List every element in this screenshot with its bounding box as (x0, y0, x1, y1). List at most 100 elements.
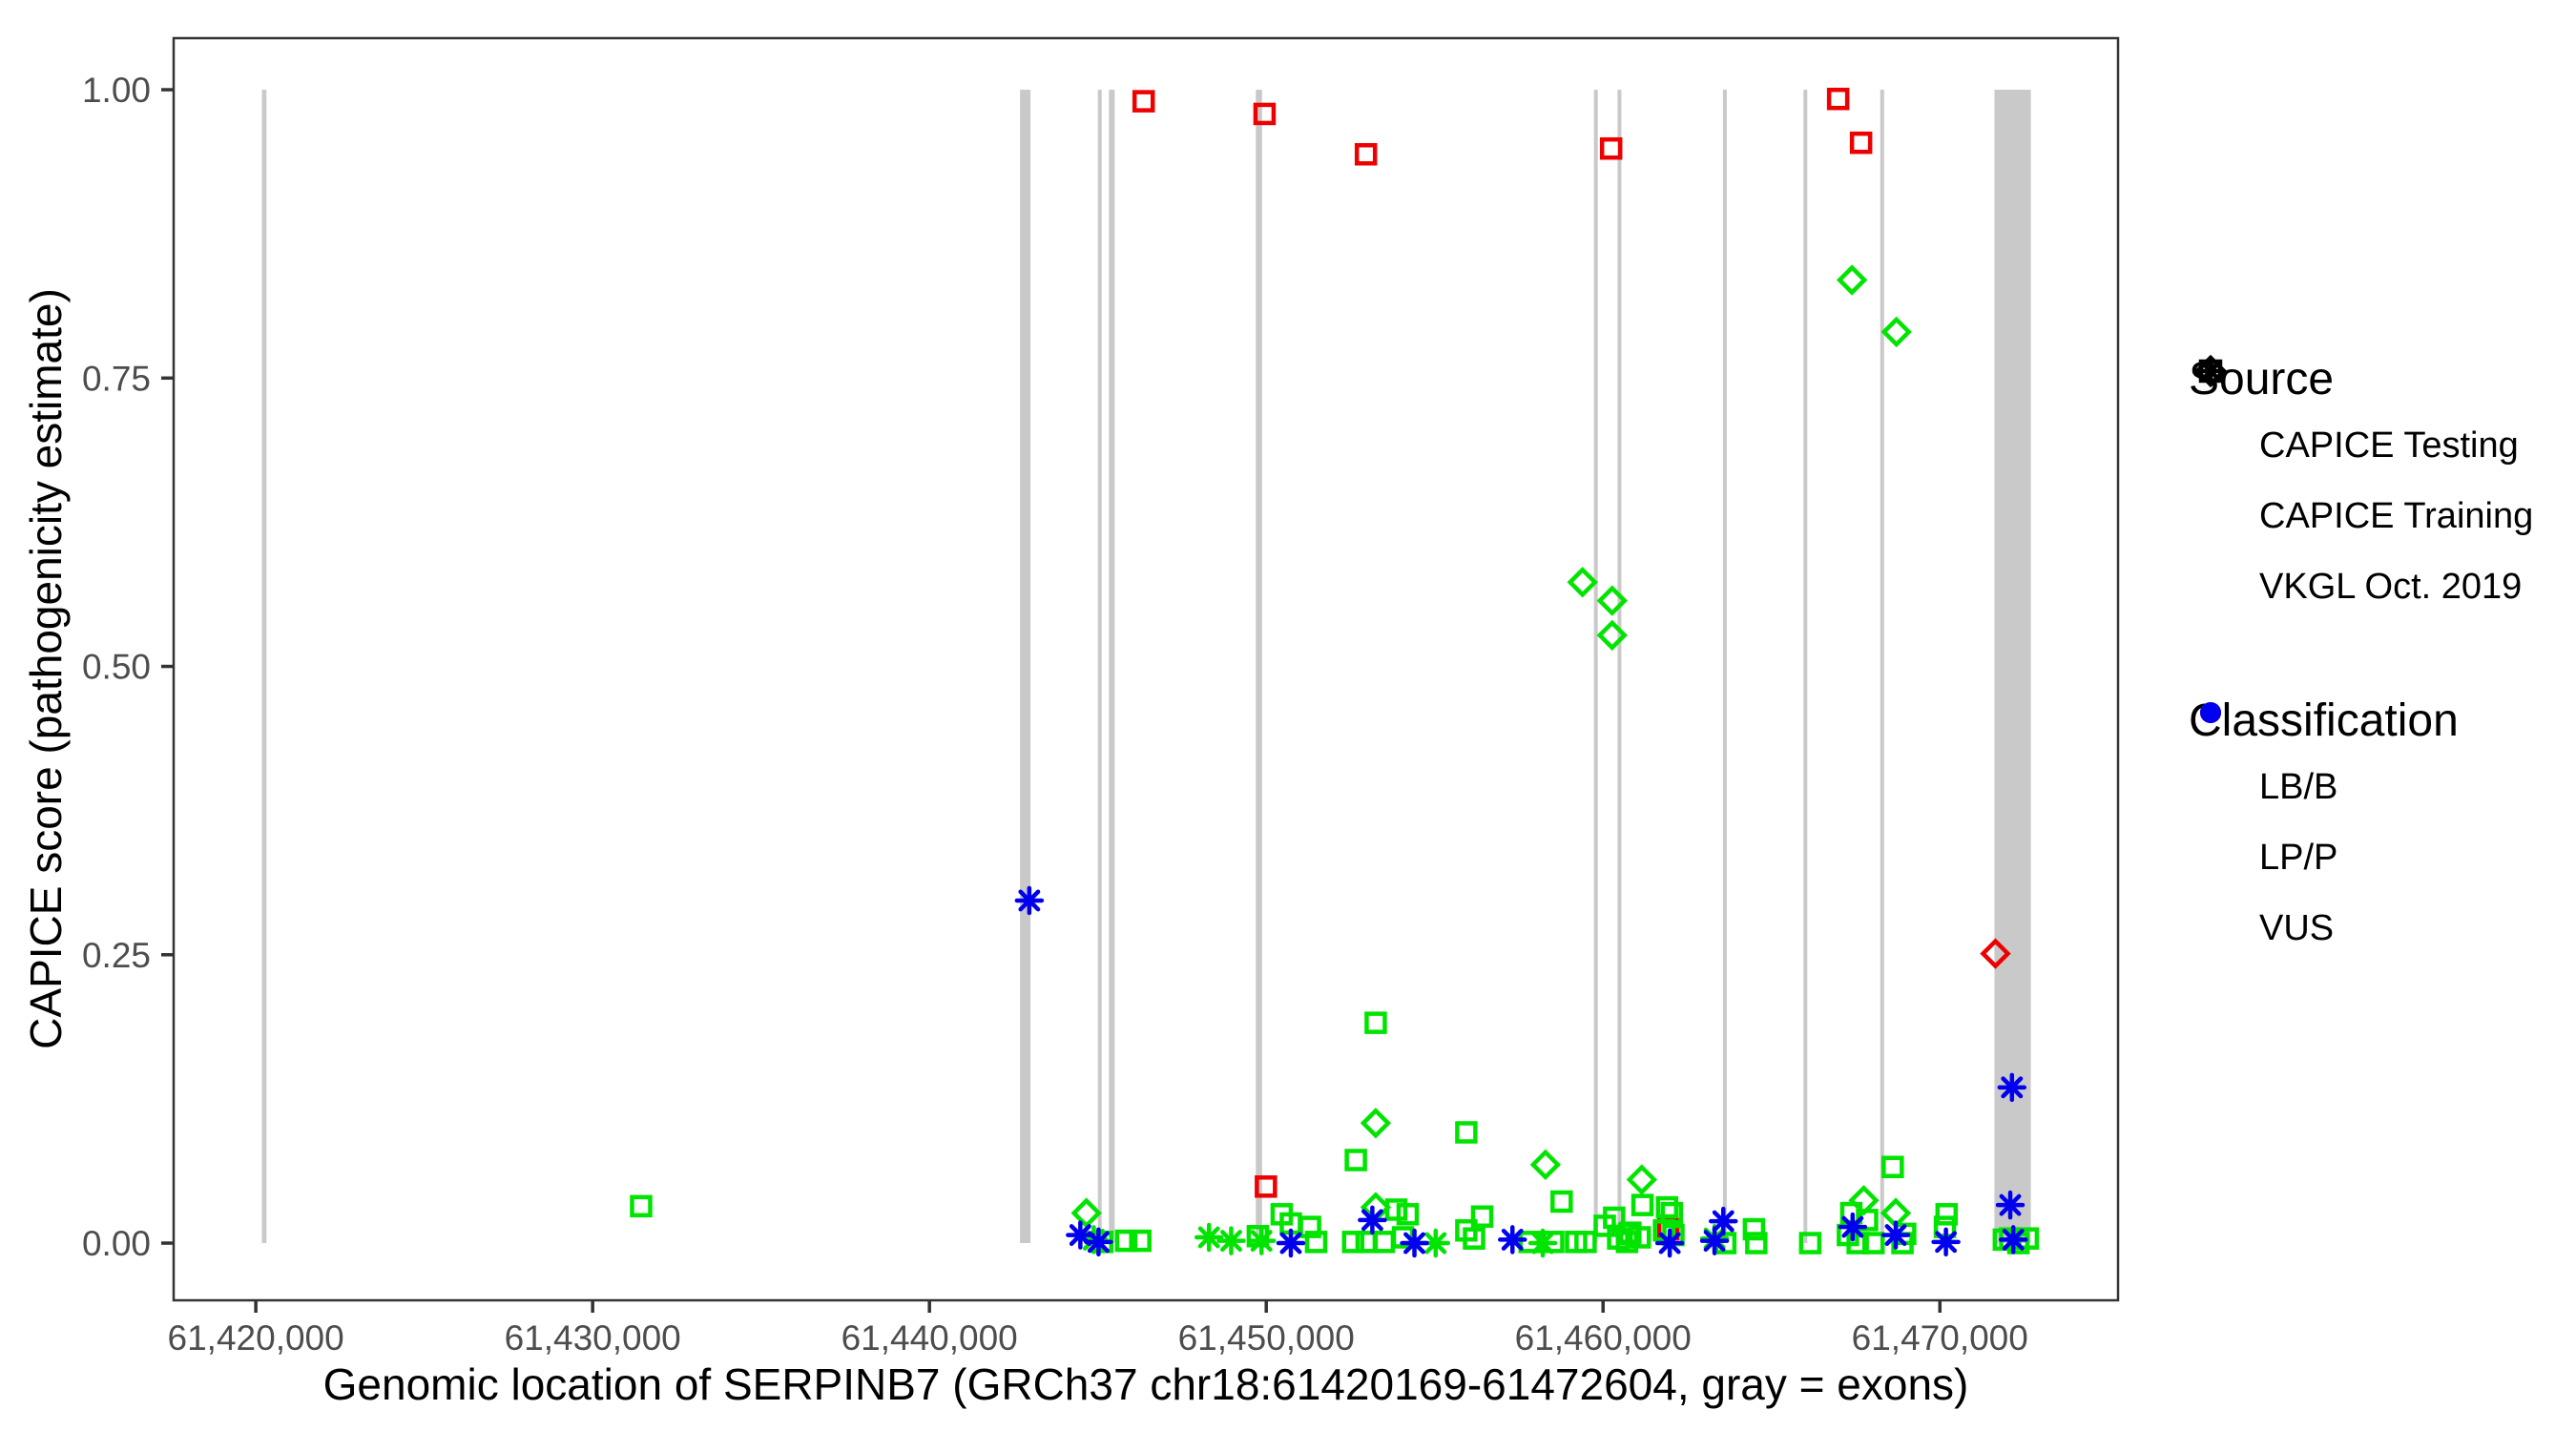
square-icon (2189, 359, 2233, 538)
data-point-square (1455, 1121, 1478, 1144)
series-asterisk (1014, 885, 2028, 1258)
legend-item-capice-training: CAPICE Training (2189, 359, 2533, 551)
exon-bar (1097, 90, 1102, 1244)
data-point-square (1655, 1195, 1679, 1219)
legend-label: VUS (2259, 907, 2335, 948)
data-point-asterisk (1838, 1212, 1868, 1242)
legend-label: LP/P (2259, 837, 2338, 878)
legend-item-capice-testing: CAPICE Testing (2189, 354, 2533, 481)
data-point-diamond (1836, 264, 1868, 296)
data-point-asterisk (1709, 1206, 1738, 1236)
exon-bar (1994, 90, 2031, 1244)
legend-item-lbb: LB/B (2189, 702, 2459, 822)
asterisk-icon (2189, 355, 2233, 609)
data-point-square (1881, 1155, 1904, 1178)
data-point-asterisk (1194, 1222, 1224, 1253)
data-point-diamond (1880, 316, 1912, 348)
data-point-diamond (1848, 1185, 1880, 1216)
data-point-asterisk (1358, 1205, 1387, 1235)
legend-label: LB/B (2259, 766, 2338, 807)
green-dot-icon (2189, 702, 2233, 809)
y-tick-label: 0.75 (82, 359, 151, 398)
data-point-asterisk (1276, 1228, 1306, 1258)
legend-item-lpp: LP/P (2189, 702, 2459, 893)
exon-bars (261, 90, 2031, 1244)
data-point-square (1364, 1011, 1387, 1034)
data-point-square (1344, 1149, 1367, 1172)
data-point-square (1470, 1205, 1494, 1228)
exon-bar (1617, 90, 1622, 1244)
exon-bar (1722, 90, 1727, 1244)
data-point-asterisk (1247, 1226, 1277, 1255)
y-tick-label: 0.00 (82, 1224, 151, 1263)
exon-bar (1803, 90, 1808, 1244)
x-tick-label: 61,450,000 (1178, 1318, 1355, 1358)
data-point-asterisk (1421, 1228, 1451, 1258)
data-point-square (1132, 90, 1155, 113)
data-point-diamond (1596, 619, 1628, 652)
x-tick-label: 61,470,000 (1852, 1318, 2028, 1358)
panel-background (174, 38, 2118, 1300)
data-point-square (1631, 1193, 1654, 1216)
data-point-square (1826, 87, 1850, 111)
data-point-diamond (1626, 1164, 1658, 1195)
data-point-square (1603, 1206, 1626, 1230)
data-point-asterisk (1699, 1226, 1730, 1255)
data-point-square (1253, 102, 1277, 126)
data-point-square (630, 1194, 653, 1218)
blue-dot-icon (2189, 702, 2233, 950)
x-tick-label: 61,430,000 (505, 1318, 681, 1358)
y-axis: 0.00 0.25 0.50 0.75 1.00 (82, 71, 174, 1263)
data-point-square (1628, 1226, 1652, 1249)
y-tick-label: 1.00 (82, 71, 151, 110)
legend-item-vkgl: VKGL Oct. 2019 (2189, 355, 2533, 622)
data-point-asterisk (1880, 1220, 1911, 1250)
data-point-square (1550, 1190, 1573, 1213)
red-dot-icon (2189, 702, 2233, 880)
data-point-diamond (1070, 1197, 1102, 1229)
data-point-asterisk (1066, 1220, 1095, 1250)
y-axis-title: CAPICE score (pathogenicity estimate) (21, 288, 71, 1049)
exon-bar (1880, 90, 1884, 1244)
data-point-square (1255, 1175, 1278, 1198)
data-point-diamond (1360, 1108, 1392, 1139)
exon-bar (1020, 90, 1031, 1244)
data-point-asterisk (1995, 1190, 2025, 1220)
data-point-square (1599, 136, 1623, 160)
data-point-asterisk (1014, 885, 1045, 916)
data-point-diamond (1567, 567, 1598, 598)
y-tick-label: 0.25 (82, 936, 151, 975)
x-tick-label: 61,420,000 (168, 1318, 344, 1358)
data-point-asterisk (1997, 1072, 2027, 1103)
legend-source: Source CAPICE Testing CAPICE Training (2189, 349, 2533, 622)
data-point-square (1304, 1231, 1328, 1254)
diamond-icon (2189, 354, 2233, 467)
data-point-asterisk (1084, 1227, 1113, 1257)
data-point-square (1114, 1229, 1138, 1253)
exon-bar (1593, 90, 1598, 1244)
data-point-square (1935, 1203, 1959, 1226)
x-axis: 61,420,000 61,430,000 61,440,000 61,450,000… (168, 1300, 2028, 1358)
data-point-square (1463, 1227, 1485, 1250)
panel-border (172, 36, 2120, 1302)
data-point-square (1372, 1231, 1396, 1254)
data-point-asterisk (1931, 1227, 1961, 1257)
data-point-asterisk (1654, 1228, 1685, 1258)
data-point-asterisk (1998, 1225, 2028, 1255)
data-point-square (1574, 1231, 1597, 1254)
data-point-square (1798, 1232, 1822, 1255)
x-axis-title: Genomic location of SERPINB7 (GRCh37 chr… (322, 1359, 1969, 1409)
exon-bar (1109, 90, 1115, 1244)
data-point-asterisk (1400, 1228, 1429, 1258)
data-point-square (1298, 1215, 1321, 1238)
exon-bar (1256, 90, 1262, 1244)
data-point-square (1615, 1231, 1639, 1254)
x-tick-label: 61,440,000 (841, 1318, 1018, 1358)
data-point-asterisk (1527, 1228, 1558, 1258)
data-point-diamond (1529, 1149, 1562, 1181)
legend-source-title: Source (2189, 354, 2335, 404)
data-point-square (1849, 131, 1873, 155)
legend-label: CAPICE Testing (2259, 425, 2519, 466)
data-point-asterisk (1498, 1225, 1527, 1255)
